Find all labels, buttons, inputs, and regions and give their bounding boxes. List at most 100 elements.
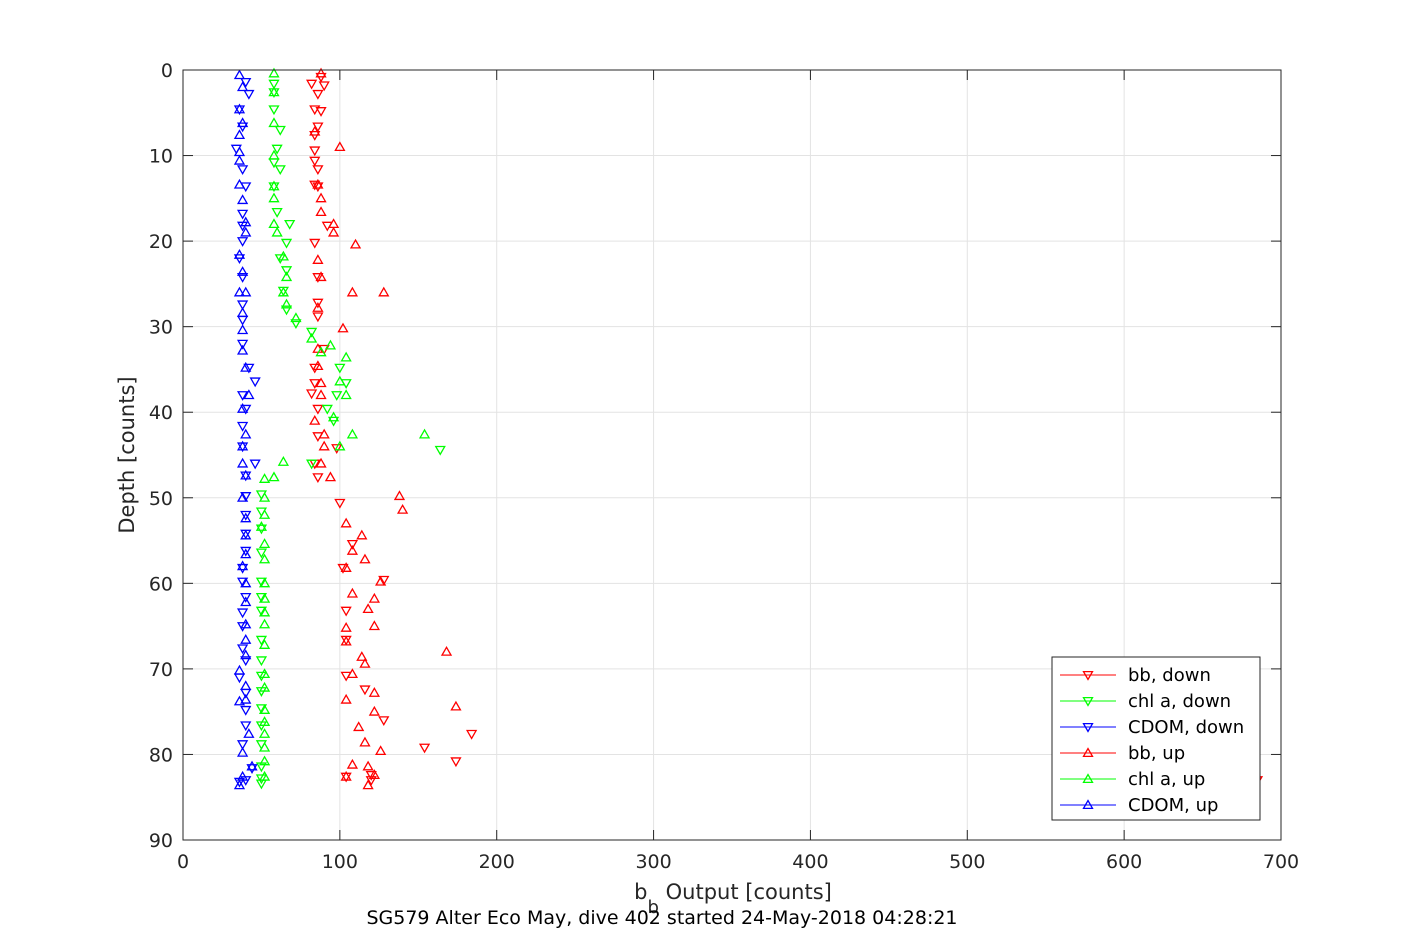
legend-marker	[1082, 696, 1094, 707]
data-point	[236, 440, 249, 451]
data-point	[340, 606, 352, 617]
legend-label: chl a, up	[1128, 769, 1205, 790]
chart-marks	[230, 67, 1264, 790]
data-point	[340, 635, 352, 646]
data-point	[368, 620, 380, 631]
data-point	[346, 539, 359, 550]
data-point	[240, 577, 252, 588]
data-point	[255, 774, 268, 785]
data-point	[346, 286, 359, 297]
data-point	[240, 404, 252, 415]
data-point	[368, 592, 380, 603]
data-point	[359, 657, 371, 668]
data-point	[306, 332, 318, 343]
data-point	[240, 77, 252, 88]
x-tick-label: 100	[322, 851, 358, 873]
data-point	[258, 770, 271, 781]
data-point	[268, 149, 280, 160]
data-point	[233, 69, 246, 80]
data-point	[236, 324, 249, 335]
data-point	[312, 89, 324, 100]
y-tick-label: 0	[161, 60, 173, 82]
data-point	[236, 421, 249, 432]
data-point	[280, 305, 293, 316]
data-point	[243, 89, 255, 100]
data-point	[340, 562, 352, 572]
data-point	[271, 144, 283, 155]
data-point	[233, 178, 246, 189]
x-axis-label-subscript: b	[648, 897, 659, 918]
data-point	[418, 743, 431, 754]
data-point	[312, 254, 324, 264]
data-point	[368, 705, 380, 716]
chart-caption: SG579 Alter Eco May, dive 402 started 24…	[366, 907, 957, 929]
data-point	[321, 404, 333, 415]
data-point	[324, 471, 337, 482]
data-point	[240, 361, 252, 372]
data-point	[255, 606, 268, 617]
data-point	[280, 271, 293, 282]
data-point	[236, 81, 249, 92]
data-point	[240, 529, 252, 540]
data-point	[306, 327, 318, 338]
data-point	[271, 207, 283, 218]
data-point	[450, 757, 462, 768]
data-point	[236, 165, 249, 176]
data-point	[236, 237, 249, 247]
legend-marker	[1082, 722, 1094, 733]
legend-label: bb, down	[1128, 665, 1211, 686]
data-point	[378, 575, 390, 586]
data-point	[240, 618, 252, 629]
data-point	[315, 389, 327, 400]
data-point	[340, 389, 352, 400]
data-point	[346, 668, 359, 679]
data-point	[258, 577, 271, 588]
data-point	[236, 563, 249, 574]
data-point	[233, 154, 246, 165]
data-point	[258, 606, 271, 617]
data-point	[309, 363, 321, 374]
data-point	[306, 79, 318, 90]
x-axis-label-rest: Output [counts]	[659, 880, 832, 904]
legend-box	[1051, 656, 1261, 821]
data-point	[290, 312, 302, 323]
data-point	[236, 457, 249, 468]
data-point	[236, 622, 249, 632]
data-point	[318, 428, 330, 439]
data-point	[312, 182, 324, 193]
data-point	[243, 363, 255, 374]
data-point	[309, 379, 321, 389]
data-point	[268, 471, 280, 482]
data-point	[240, 469, 252, 480]
data-point	[356, 651, 368, 661]
data-point	[233, 129, 246, 140]
data-point	[240, 649, 252, 660]
data-point	[465, 729, 478, 740]
data-point	[309, 238, 321, 249]
data-point	[434, 445, 446, 456]
data-point	[236, 209, 249, 220]
data-point	[340, 517, 352, 528]
x-tick-label: 0	[177, 851, 189, 873]
data-point	[255, 656, 268, 667]
y-tick-label: 70	[149, 659, 173, 681]
data-point	[236, 770, 249, 781]
x-tick-label: 600	[1106, 851, 1142, 873]
data-point	[274, 165, 286, 176]
data-point	[359, 685, 371, 696]
legend-marker	[1082, 747, 1094, 758]
data-point	[312, 360, 324, 371]
axes-box	[182, 69, 1282, 841]
data-point	[312, 122, 324, 133]
y-tick-label: 60	[149, 573, 173, 595]
data-point	[315, 192, 327, 203]
data-point	[233, 286, 246, 297]
data-point	[393, 490, 406, 501]
data-point	[309, 156, 321, 167]
data-point	[236, 266, 249, 276]
data-point	[258, 668, 271, 679]
data-point	[246, 764, 258, 774]
data-point	[309, 125, 321, 136]
data-point	[362, 603, 374, 614]
data-point	[240, 286, 252, 297]
